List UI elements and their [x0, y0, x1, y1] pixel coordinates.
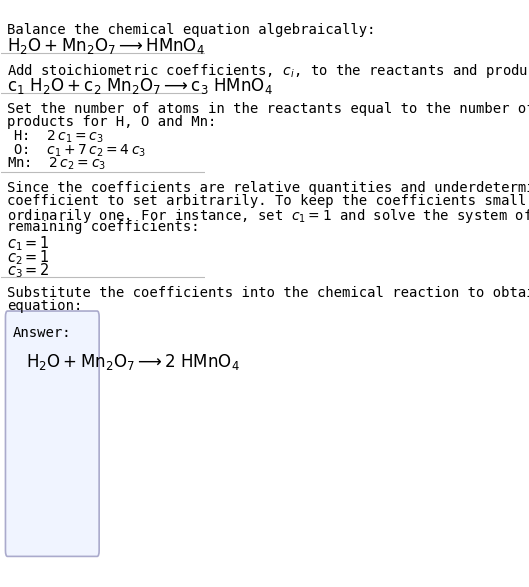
Text: Balance the chemical equation algebraically:: Balance the chemical equation algebraica… [7, 23, 376, 37]
Text: Since the coefficients are relative quantities and underdetermined, choose a: Since the coefficients are relative quan… [7, 181, 529, 195]
Text: $c_3 = 2$: $c_3 = 2$ [7, 261, 50, 280]
Text: Substitute the coefficients into the chemical reaction to obtain the balanced: Substitute the coefficients into the che… [7, 286, 529, 301]
Text: H:  $2\,c_1 = c_3$: H: $2\,c_1 = c_3$ [13, 129, 103, 145]
Text: Add stoichiometric coefficients, $c_i$, to the reactants and products:: Add stoichiometric coefficients, $c_i$, … [7, 62, 529, 80]
Text: $\mathrm{H_2O + Mn_2O_7 \longrightarrow 2\ HMnO_4}$: $\mathrm{H_2O + Mn_2O_7 \longrightarrow … [26, 352, 240, 372]
Text: $c_2 = 1$: $c_2 = 1$ [7, 248, 50, 266]
Text: coefficient to set arbitrarily. To keep the coefficients small, the arbitrary va: coefficient to set arbitrarily. To keep … [7, 194, 529, 208]
Text: products for H, O and Mn:: products for H, O and Mn: [7, 114, 217, 129]
FancyBboxPatch shape [5, 311, 99, 556]
Text: $\mathrm{c_1\ H_2O + c_2\ Mn_2O_7 \longrightarrow c_3\ HMnO_4}$: $\mathrm{c_1\ H_2O + c_2\ Mn_2O_7 \longr… [7, 76, 273, 96]
Text: $c_1 = 1$: $c_1 = 1$ [7, 234, 50, 253]
Text: Set the number of atoms in the reactants equal to the number of atoms in the: Set the number of atoms in the reactants… [7, 102, 529, 116]
Text: ordinarily one. For instance, set $c_1 = 1$ and solve the system of equations fo: ordinarily one. For instance, set $c_1 =… [7, 207, 529, 225]
Text: Answer:: Answer: [13, 326, 71, 340]
Text: $\mathrm{H_2O + Mn_2O_7 \longrightarrow HMnO_4}$: $\mathrm{H_2O + Mn_2O_7 \longrightarrow … [7, 36, 205, 56]
Text: equation:: equation: [7, 299, 83, 313]
Text: remaining coefficients:: remaining coefficients: [7, 220, 200, 234]
Text: Mn:  $2\,c_2 = c_3$: Mn: $2\,c_2 = c_3$ [7, 156, 106, 172]
Text: O:  $c_1 + 7\,c_2 = 4\,c_3$: O: $c_1 + 7\,c_2 = 4\,c_3$ [13, 142, 145, 158]
